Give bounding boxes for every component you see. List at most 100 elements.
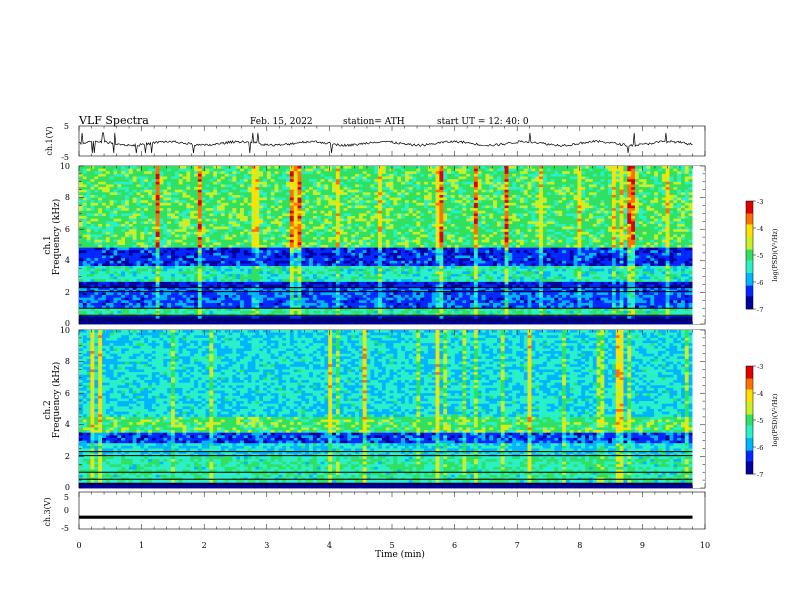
spectrogram-cell [263,234,268,238]
spectrogram-cell [190,173,195,177]
spectrogram-cell [466,226,471,230]
spectrogram-cell [125,168,130,172]
spectrogram-cell [508,200,513,204]
spectrogram-cell [389,210,394,214]
spectrogram-cell [109,194,114,198]
spectrogram-cell [266,200,272,204]
spectrogram-cell [335,208,341,212]
spectrogram-cell [144,239,149,243]
spectrogram-cell [627,192,632,196]
spectrogram-cell [309,221,314,225]
spectrogram-cell [638,223,643,227]
spectrogram-cell [542,192,548,196]
spectrogram-cell [125,197,130,201]
spectrogram-cell [339,245,344,248]
spectrogram-cell [615,239,620,243]
spectrogram-cell [297,197,302,201]
spectrogram-cell [98,216,103,219]
spectrogram-cell [278,184,283,188]
spectrogram-cell [332,176,337,180]
spectrogram-cell [385,210,390,214]
spectrogram-cell [312,242,318,246]
spectrogram-cell [343,184,348,188]
spectrogram-cell [140,208,145,212]
spectrogram-cell [508,173,513,177]
spectrogram-cell [588,234,594,238]
spectrogram-cell [512,205,517,209]
spectrogram-cell [562,226,567,230]
spectrogram-cell [669,226,674,230]
spectrogram-cell [236,179,241,183]
spectrogram-cell [397,184,402,188]
spectrogram-cell [596,226,601,230]
spectrogram-cell [186,192,191,196]
spectrogram-cell [309,231,314,235]
spectrogram-cell [427,237,433,241]
spectrogram-cell [224,218,229,222]
spectrogram-cell [82,197,87,201]
spectrogram-cell [263,218,268,222]
spectrogram-cell [562,179,567,183]
spectrogram-cell [416,231,421,235]
spectrogram-cell [623,184,628,188]
spectrogram-cell [550,216,555,219]
spectrogram-cell [128,184,133,188]
spectrogram-cell [389,239,394,243]
spectrogram-cell [477,237,482,241]
spectrogram-cell [519,234,525,238]
spectrogram-cell [577,205,582,209]
spectrogram-cell [140,173,145,177]
spectrogram-cell [217,245,222,248]
spectrogram-cell [493,218,498,222]
spectrogram-cell [577,231,582,235]
spectrogram-cell [236,189,241,193]
spectrogram-cell [535,218,540,222]
spectrogram-cell [443,237,448,241]
spectrogram-cell [117,189,122,193]
spectrogram-cell [550,208,555,212]
spectrogram-cell [650,173,655,177]
spectrogram-cell [431,176,436,180]
spectrogram-cell [335,181,341,185]
spectrogram-cell [305,200,310,204]
spectrogram-cell [485,221,490,225]
spectrogram-cell [604,231,609,235]
spectrogram-cell [466,237,471,241]
spectrogram-cell [573,205,578,209]
spectrogram-cell [397,218,402,222]
spectrogram-cell [136,218,141,222]
spectrogram-cell [247,205,252,209]
spectrogram-cell [186,218,191,222]
spectrogram-cell [266,216,272,219]
spectrogram-cell [197,205,202,209]
spectrogram-cell [370,197,375,201]
spectrogram-cell [454,205,459,209]
spectrogram-cell [512,221,517,225]
spectrogram-cell [654,210,659,214]
spectrogram-cell [481,181,486,185]
spectrogram-cell [355,210,360,214]
spectrogram-cell [217,221,222,225]
spectrogram-cell [684,189,689,193]
spectrogram-cell [286,202,291,206]
spectrogram-cell [500,237,505,241]
spectrogram-cell [98,234,103,238]
spectrogram-cell [358,189,364,193]
spectrogram-cell [523,189,528,193]
spectrogram-cell [466,194,471,198]
spectrogram-cell [477,192,482,196]
spectrogram-cell [305,216,310,219]
spectrogram-cell [600,221,605,225]
spectrogram-cell [393,194,398,198]
spectrogram-cell [577,229,582,233]
spectrogram-cell [412,226,417,230]
spectrogram-cell [677,237,682,241]
spectrogram-cell [351,173,356,177]
spectrogram-cell [389,237,394,241]
spectrogram-cell [577,239,582,243]
spectrogram-cell [186,237,191,241]
spectrogram-cell [255,223,260,227]
spectrogram-cell [316,223,321,227]
spectrogram-cell [443,194,448,198]
spectrogram-cell [535,192,540,196]
